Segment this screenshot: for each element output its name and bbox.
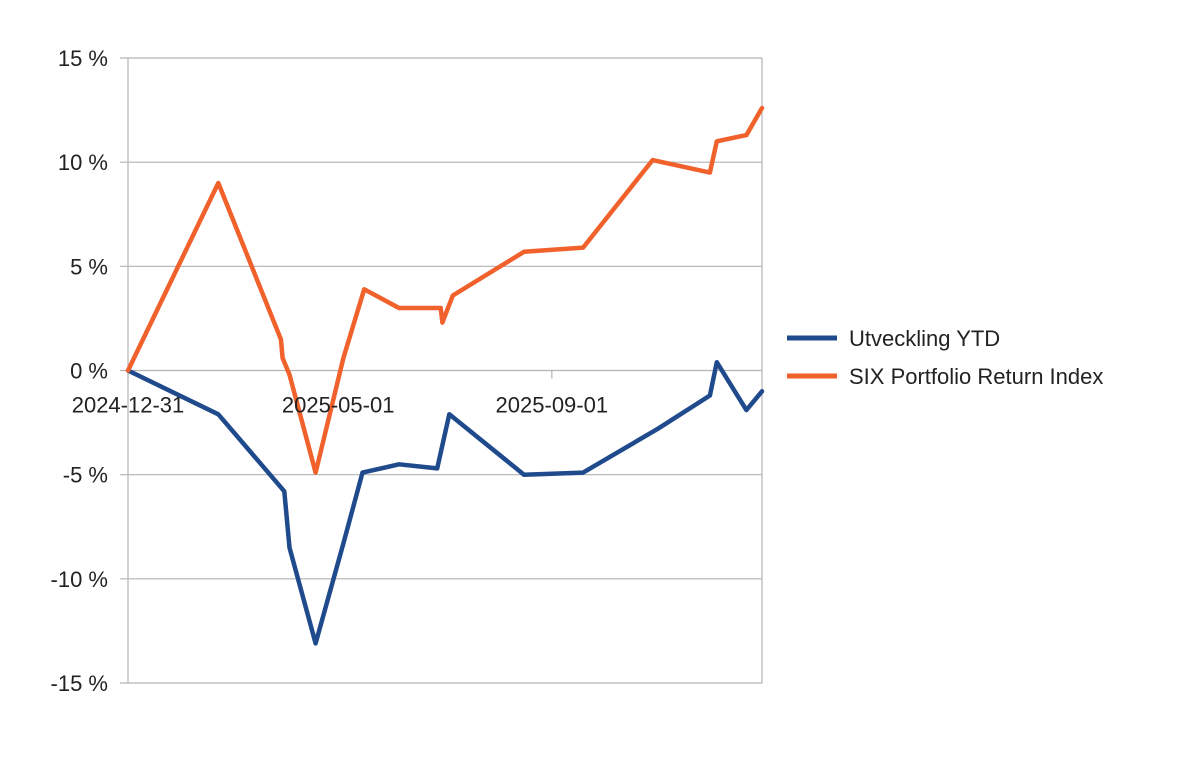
y-tick-label: 10 % <box>58 150 108 175</box>
y-tick-label: -10 % <box>51 567 108 592</box>
y-tick-label: -5 % <box>63 463 108 488</box>
y-tick-label: 0 % <box>70 359 108 384</box>
y-tick-label: -15 % <box>51 671 108 696</box>
y-tick-label: 15 % <box>58 46 108 71</box>
series-line-utveckling-ytd <box>125 359 765 646</box>
x-tick-label: 2024-12-31 <box>72 393 185 418</box>
x-tick-label: 2025-05-01 <box>282 393 395 418</box>
legend-label: Utveckling YTD <box>849 326 1000 351</box>
x-tick-label: 2025-09-01 <box>496 393 609 418</box>
legend-label: SIX Portfolio Return Index <box>849 364 1103 389</box>
series-line-six-portfolio-return-index <box>125 105 765 475</box>
y-tick-label: 5 % <box>70 254 108 279</box>
